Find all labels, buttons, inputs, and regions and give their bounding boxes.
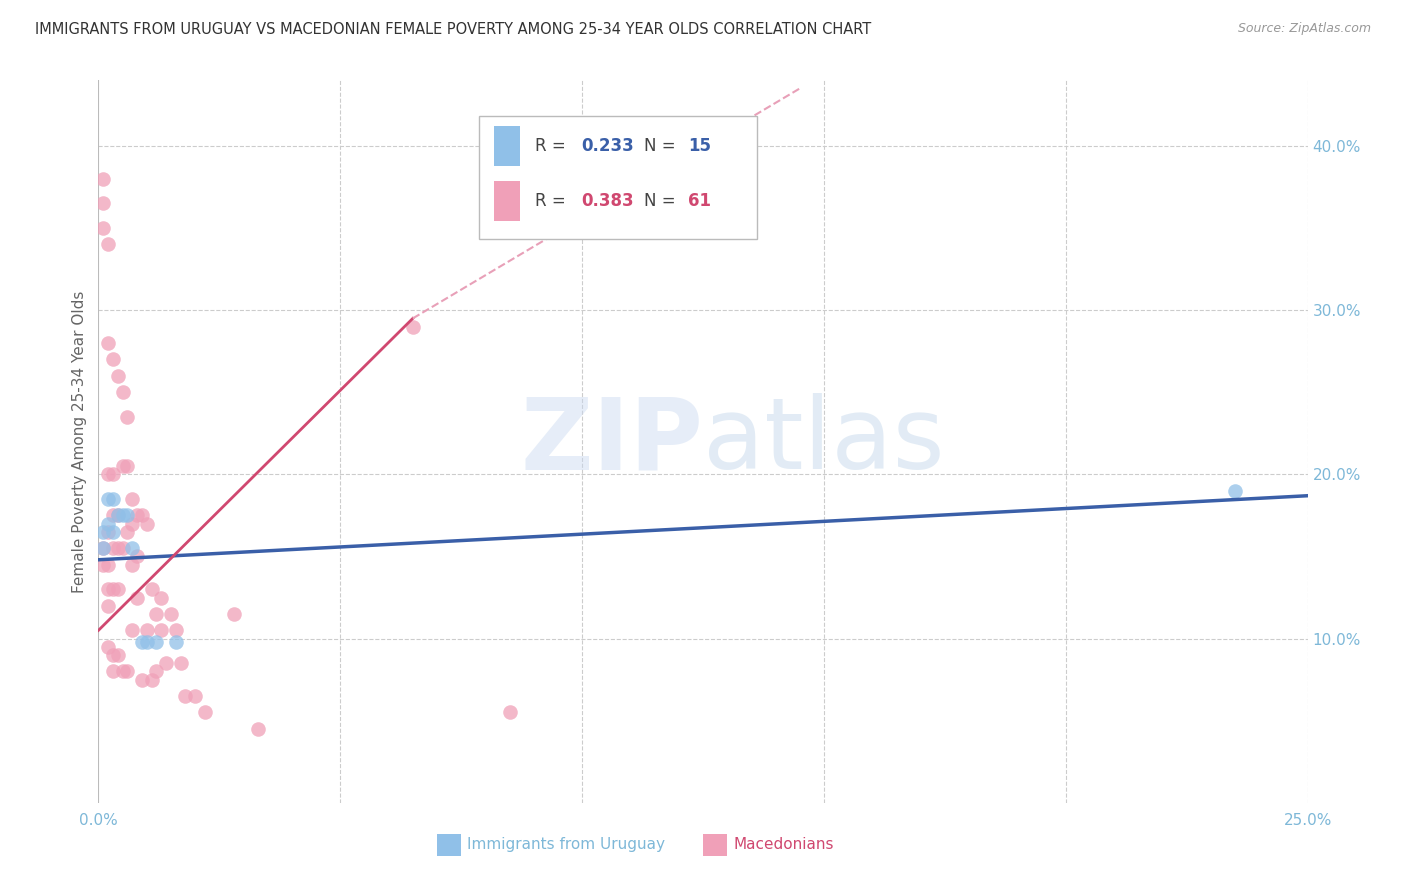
Point (91, 171, 114, 186)
Point (107, 582, 129, 597)
Point (155, 657, 177, 671)
Point (111, 508, 134, 523)
Text: Immigrants from Uruguay: Immigrants from Uruguay (467, 838, 665, 852)
Text: ZIP: ZIP (520, 393, 703, 490)
Point (121, 541, 143, 556)
Point (174, 689, 197, 703)
Text: N =: N = (644, 192, 681, 210)
Point (184, 689, 207, 703)
Point (127, 549, 149, 564)
Point (117, 524, 139, 539)
Point (150, 624, 173, 638)
Point (135, 635, 157, 649)
Point (101, 541, 124, 556)
Point (91, 541, 114, 556)
Point (101, 467, 124, 482)
Text: IMMIGRANTS FROM URUGUAY VS MACEDONIAN FEMALE POVERTY AMONG 25-34 YEAR OLDS CORRE: IMMIGRANTS FROM URUGUAY VS MACEDONIAN FE… (35, 22, 872, 37)
Point (97, 237, 120, 252)
Point (498, 706, 520, 720)
Point (145, 665, 167, 679)
Point (121, 516, 143, 531)
Point (97, 516, 120, 531)
Point (101, 582, 124, 597)
Point (97, 599, 120, 613)
Point (101, 508, 124, 523)
Y-axis label: Female Poverty Among 25-34 Year Olds: Female Poverty Among 25-34 Year Olds (72, 291, 87, 592)
Point (117, 459, 139, 474)
Text: 15: 15 (689, 136, 711, 154)
Point (135, 624, 157, 638)
Point (121, 491, 143, 506)
Point (165, 635, 187, 649)
Text: Source: ZipAtlas.com: Source: ZipAtlas.com (1237, 22, 1371, 36)
Text: 0.233: 0.233 (581, 136, 634, 154)
Point (91, 221, 114, 235)
Point (194, 706, 217, 720)
Point (101, 352, 124, 367)
Point (107, 508, 129, 523)
Point (141, 673, 163, 687)
Point (135, 516, 157, 531)
Point (145, 635, 167, 649)
Point (127, 591, 149, 605)
Point (101, 665, 124, 679)
Point (107, 508, 129, 523)
Point (97, 524, 120, 539)
Point (97, 582, 120, 597)
Point (101, 491, 124, 506)
Point (131, 635, 153, 649)
Text: Macedonians: Macedonians (734, 838, 834, 852)
Point (97, 640, 120, 654)
Point (117, 665, 139, 679)
Point (121, 558, 143, 572)
Point (1223, 483, 1246, 498)
Point (111, 459, 134, 474)
Point (150, 591, 173, 605)
Point (107, 648, 129, 662)
Point (111, 385, 134, 400)
Text: 61: 61 (689, 192, 711, 210)
Text: N =: N = (644, 136, 681, 154)
Point (160, 607, 183, 621)
Bar (494, 181, 520, 221)
Point (97, 336, 120, 351)
Bar (494, 126, 520, 166)
Point (117, 409, 139, 424)
Point (247, 722, 270, 736)
Point (169, 657, 191, 671)
Point (165, 624, 187, 638)
Point (97, 491, 120, 506)
Point (97, 558, 120, 572)
Point (131, 673, 153, 687)
Text: R =: R = (534, 192, 571, 210)
Point (111, 665, 134, 679)
Point (91, 541, 114, 556)
Point (101, 524, 124, 539)
Text: atlas: atlas (703, 393, 945, 490)
Point (91, 524, 114, 539)
Point (127, 508, 149, 523)
Point (145, 607, 167, 621)
Point (111, 541, 134, 556)
Point (141, 582, 163, 597)
Point (121, 624, 143, 638)
FancyBboxPatch shape (479, 116, 758, 239)
Point (402, 319, 425, 334)
Bar (703, 834, 727, 855)
Point (131, 508, 153, 523)
Point (97, 467, 120, 482)
Text: 0.383: 0.383 (581, 192, 634, 210)
Point (91, 558, 114, 572)
Point (91, 196, 114, 211)
Point (107, 368, 129, 383)
Text: R =: R = (534, 136, 571, 154)
Bar (437, 834, 461, 855)
Point (107, 541, 129, 556)
Point (222, 607, 245, 621)
Point (117, 508, 139, 523)
Point (101, 648, 124, 662)
